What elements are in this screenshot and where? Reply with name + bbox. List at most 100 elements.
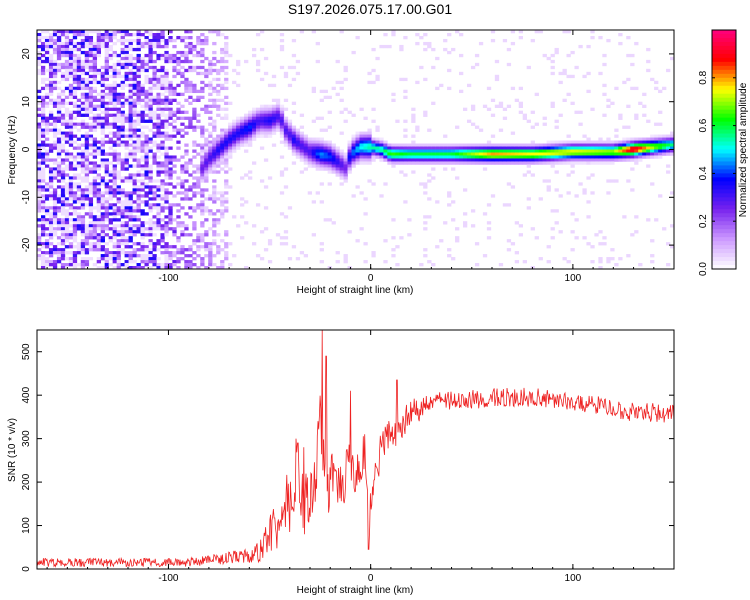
spectrogram-cell [104, 41, 109, 46]
spectrogram-cell [216, 209, 221, 213]
spectrogram-cell [176, 257, 181, 261]
spectrogram-cell [160, 194, 165, 198]
spectrogram-cell [156, 86, 161, 91]
spectrogram-cell [192, 83, 197, 88]
spectrogram-cell [228, 185, 233, 189]
spectrogram-cell [48, 146, 54, 150]
spectrogram-cell [271, 110, 277, 114]
spectrogram-cell [486, 146, 492, 150]
spectrogram-cell [120, 164, 125, 168]
spectrogram-cell [112, 173, 117, 177]
spectrogram-cell [72, 209, 78, 213]
spectrogram-cell [315, 146, 320, 150]
spectrogram-cell [447, 203, 452, 207]
spectrogram-cell [451, 158, 456, 162]
spectrogram-cell [439, 239, 444, 243]
spectrogram-cell [168, 221, 173, 225]
spectrogram-cell [224, 254, 229, 258]
spectrogram-cell [124, 53, 129, 58]
colorbar-band [712, 153, 736, 158]
spectrogram-cell [646, 137, 651, 141]
spectrogram-cell [486, 155, 492, 159]
spectrogram-cell [148, 155, 153, 159]
spectrogram-cell [666, 242, 671, 246]
spectrogram-cell [196, 167, 201, 171]
spectrogram-cell [570, 212, 575, 216]
spectrogram-cell [140, 98, 145, 102]
spectrogram-cell [578, 182, 583, 186]
spectrogram-cell [60, 77, 66, 82]
spectrogram-cell [216, 191, 221, 195]
spectrogram-cell [76, 194, 82, 198]
spectrogram-cell [80, 230, 86, 234]
spectrogram-cell [646, 143, 651, 147]
spectrogram-cell [148, 65, 153, 70]
spectrogram-cell [474, 143, 480, 147]
colorbar-band [712, 137, 736, 142]
spectrogram-cell [510, 30, 516, 34]
spectrogram-cell [319, 242, 324, 246]
spectrogram-cell [60, 89, 66, 94]
spectrogram-cell [76, 65, 82, 70]
spectrogram-cell [271, 107, 277, 111]
spectrogram-cell [514, 152, 520, 156]
spectrogram-cell [48, 35, 54, 40]
spectrogram-cell [92, 179, 98, 183]
spectrogram-cell [68, 218, 74, 222]
spectrogram-cell [634, 149, 639, 153]
spectrogram-cell [574, 152, 579, 156]
spectrogram-cell [104, 119, 109, 123]
spectrogram-cell [602, 152, 607, 156]
spectrogram-cell [184, 248, 189, 252]
spectrogram-cell [538, 149, 543, 153]
spectrogram-cell [184, 41, 189, 46]
spectrogram-cell [56, 38, 62, 43]
spectrogram-cell [64, 41, 70, 46]
spectrogram-cell [498, 161, 504, 165]
spectrogram-cell [88, 209, 94, 213]
spectrogram-cell [92, 218, 98, 222]
spectrogram-cell [232, 215, 237, 219]
spectrogram-cell [216, 137, 221, 141]
spectrogram-cell [56, 41, 62, 46]
colorbar-band [712, 237, 736, 242]
spectrogram-cell [160, 161, 165, 165]
spectrogram-cell [546, 140, 551, 144]
spectrogram-cell [363, 161, 368, 165]
spectrogram-cell [204, 143, 209, 147]
spectrogram-cell [443, 134, 448, 138]
spectrogram-cell [355, 35, 360, 40]
spectrogram-cell [84, 65, 90, 70]
spectrogram-cell [40, 170, 46, 174]
spectrogram-cell [168, 257, 173, 261]
spectrogram-cell [52, 122, 58, 126]
spectrogram-cell [156, 92, 161, 97]
spectrogram-cell [140, 104, 145, 108]
spectrogram-cell [152, 143, 157, 147]
spectrogram-cell [116, 101, 121, 105]
spectrogram-cell [299, 158, 305, 162]
spectrogram-cell [44, 68, 50, 73]
spectrogram-cell [88, 68, 94, 73]
spectrogram-cell [72, 35, 78, 40]
spectrogram-cell [64, 44, 70, 49]
spectrogram-cell [124, 251, 129, 255]
spectrogram-cell [236, 71, 241, 76]
spectrogram-cell [84, 107, 90, 111]
spectrogram-cell [76, 218, 82, 222]
spectrogram-cell [64, 209, 70, 213]
spectrogram-cell [37, 161, 42, 165]
spectrogram-cell [514, 143, 520, 147]
spectrogram-cell [642, 146, 647, 150]
spectrogram-cell [283, 125, 289, 129]
spectrogram-cell [192, 164, 197, 168]
spectrogram-cell [192, 257, 197, 261]
spectrogram-cell [148, 170, 153, 174]
spectrogram-cell [136, 149, 141, 153]
spectrogram-cell [216, 104, 221, 108]
spectrogram-cell [152, 152, 157, 156]
spectrogram-cell [283, 119, 289, 123]
spectrogram-cell [311, 137, 316, 141]
spectrogram-cell [52, 47, 58, 52]
